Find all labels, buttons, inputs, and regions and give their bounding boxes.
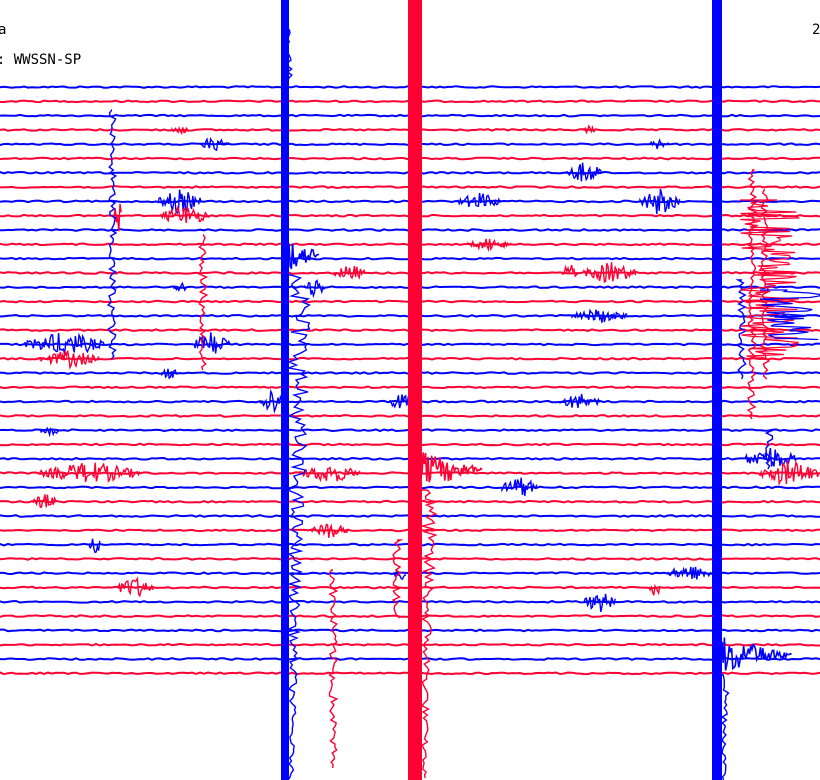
event-onset-spike <box>285 29 293 91</box>
noise-burst <box>583 262 637 283</box>
noise-burst <box>299 466 361 483</box>
event-cluster <box>740 199 801 360</box>
noise-burst <box>160 205 210 223</box>
event-wedge <box>408 489 439 779</box>
noise-burst <box>157 189 202 215</box>
noise-burst <box>39 426 60 438</box>
station-label: a <box>0 22 7 38</box>
noise-burst <box>304 279 325 299</box>
saturated-event-band <box>281 0 289 780</box>
noise-burst <box>648 583 661 596</box>
event-cluster <box>759 289 820 341</box>
noise-burst <box>559 393 601 409</box>
noise-burst <box>561 264 579 278</box>
noise-burst <box>39 462 141 483</box>
event-coda <box>721 637 792 671</box>
date-label: 2 <box>812 22 820 38</box>
noise-burst <box>649 138 670 150</box>
noise-burst <box>457 192 502 208</box>
noise-burst <box>161 368 178 380</box>
noise-bursts <box>24 109 820 769</box>
noise-burst <box>566 162 603 182</box>
noise-burst <box>639 188 681 214</box>
noise-burst <box>311 523 349 538</box>
large-events <box>281 0 820 780</box>
event-wedge <box>281 274 311 780</box>
spike-glitch <box>735 279 748 380</box>
spike-glitch <box>391 539 404 619</box>
noise-burst <box>116 576 154 598</box>
spike-glitch <box>106 109 118 360</box>
saturated-event-band <box>408 0 422 780</box>
event-wedge <box>712 674 730 780</box>
noise-burst <box>583 593 616 613</box>
spike-glitch <box>746 169 758 420</box>
noise-burst <box>32 494 57 509</box>
spike-glitch <box>198 234 209 371</box>
event-coda <box>421 452 483 483</box>
noise-burst <box>501 477 538 497</box>
noise-burst <box>171 126 189 136</box>
event-coda <box>288 243 320 270</box>
spike-glitch <box>328 569 339 769</box>
noise-burst <box>583 124 596 135</box>
noise-burst <box>667 566 712 580</box>
noise-burst <box>759 460 820 487</box>
noise-burst <box>393 570 406 581</box>
noise-burst <box>193 332 231 354</box>
noise-burst <box>173 281 187 293</box>
noise-burst <box>571 308 628 323</box>
noise-burst <box>200 136 230 152</box>
noise-burst <box>389 394 410 409</box>
saturated-event-band <box>712 0 722 780</box>
filter-label: er: WWSSN-SP <box>0 52 82 68</box>
noise-burst <box>259 388 285 414</box>
spike-glitch <box>764 429 774 470</box>
noise-burst <box>24 332 105 355</box>
noise-burst <box>88 538 101 554</box>
noise-burst <box>467 238 512 253</box>
noise-burst <box>39 349 100 370</box>
noise-burst <box>333 265 366 280</box>
